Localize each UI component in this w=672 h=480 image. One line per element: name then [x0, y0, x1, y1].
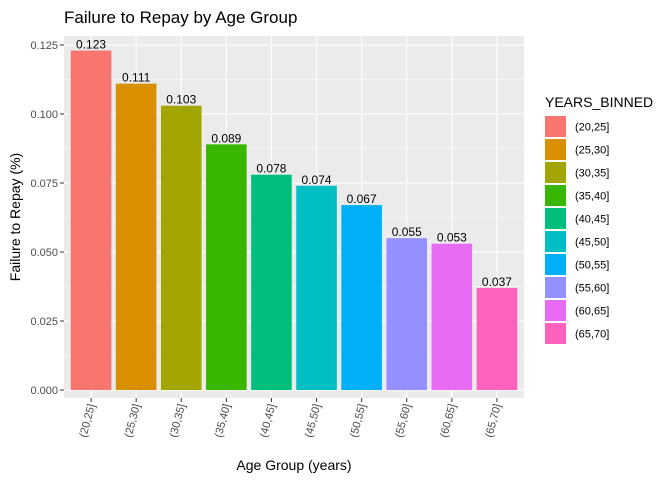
- bar: [431, 243, 473, 390]
- x-tick-label: (35,40]: [213, 403, 233, 439]
- bar-value-label: 0.055: [392, 225, 422, 239]
- bar-data-labels: 0.123 0.111 0.103 0.089 0.078 0.074 0.067 0.055…: [76, 38, 512, 289]
- bar-value-label: 0.111: [122, 71, 151, 85]
- chart-title: Failure to Repay by Age Group: [64, 8, 297, 27]
- x-tick-label: (55,60]: [393, 403, 413, 439]
- legend-swatch: [545, 139, 566, 160]
- legend-swatch: [545, 323, 566, 344]
- x-axis-title: Age Group (years): [236, 457, 351, 473]
- x-tick-label: (65,70]: [483, 403, 503, 439]
- legend-swatch: [545, 185, 566, 206]
- y-axis: 0.000 0.025 0.050 0.075 0.100 0.125: [30, 40, 64, 397]
- y-tick-label: 0.075: [30, 178, 58, 190]
- bar: [251, 174, 292, 390]
- legend-label: (20,25]: [575, 122, 609, 134]
- legend-label: (60,65]: [575, 306, 609, 318]
- legend-label: (45,50]: [575, 237, 609, 249]
- legend-label: (65,70]: [575, 329, 609, 341]
- legend-label: (40,45]: [575, 214, 609, 226]
- legend-swatch: [545, 162, 566, 183]
- bars: [70, 50, 518, 391]
- y-tick-label: 0.000: [30, 385, 58, 397]
- legend-swatch: [545, 208, 566, 229]
- bar: [476, 287, 518, 390]
- x-tick-label: (40,45]: [258, 403, 278, 439]
- x-tick-label: (60,65]: [438, 403, 458, 439]
- x-axis: (20,25] (25,30] (30,35] (35,40] (40,45] (45,5…: [78, 398, 504, 439]
- legend: YEARS_BINNED (20,25] (25,30] (30,35] (35,40…: [545, 94, 653, 344]
- bar: [386, 238, 428, 390]
- x-tick-label: (25,30]: [123, 403, 143, 439]
- bar: [206, 144, 247, 390]
- bar: [341, 205, 382, 390]
- bar-value-label: 0.103: [166, 93, 196, 107]
- x-tick-label: (45,50]: [303, 403, 323, 439]
- legend-swatch: [545, 300, 566, 321]
- x-tick-label: (20,25]: [78, 403, 98, 439]
- y-axis-title: Failure to Repay (%): [7, 153, 23, 281]
- bar-value-label: 0.037: [482, 275, 512, 289]
- bar: [115, 83, 157, 390]
- legend-swatch: [545, 277, 566, 298]
- legend-label: (30,35]: [575, 168, 609, 180]
- legend-swatch: [545, 116, 566, 137]
- bar: [160, 105, 202, 390]
- bar-value-label: 0.067: [347, 192, 377, 206]
- bar-value-label: 0.078: [256, 162, 286, 176]
- legend-swatch: [545, 231, 566, 252]
- legend-label: (35,40]: [575, 191, 609, 203]
- bar: [296, 185, 337, 390]
- legend-label: (55,60]: [575, 283, 609, 295]
- legend-label: (25,30]: [575, 145, 609, 157]
- bar-value-label: 0.053: [437, 231, 467, 245]
- x-tick-label: (30,35]: [168, 403, 188, 439]
- bar-value-label: 0.089: [211, 131, 241, 145]
- x-tick-label: (50,55]: [348, 403, 368, 439]
- y-tick-label: 0.050: [30, 247, 58, 259]
- y-tick-label: 0.125: [30, 40, 58, 52]
- legend-swatch: [545, 254, 566, 275]
- bar-value-label: 0.074: [302, 173, 332, 187]
- legend-title: YEARS_BINNED: [545, 94, 653, 110]
- y-tick-label: 0.100: [30, 109, 58, 121]
- legend-label: (50,55]: [575, 260, 609, 272]
- y-tick-label: 0.025: [30, 316, 58, 328]
- bar: [70, 50, 112, 391]
- bar-value-label: 0.123: [76, 38, 106, 52]
